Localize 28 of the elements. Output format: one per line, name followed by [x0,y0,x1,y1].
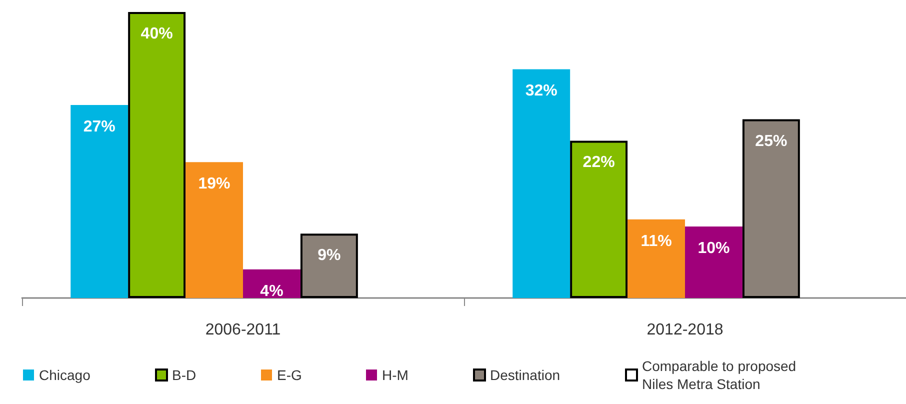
bar [128,12,186,298]
data-label: 19% [198,176,230,193]
x-tick-label: 2012-2018 [646,322,724,338]
bar [512,69,570,298]
legend-label: H-M [382,367,408,383]
bar [243,269,300,298]
legend-label: E-G [277,367,302,383]
bar [685,226,742,298]
data-label: 9% [318,247,341,264]
data-label: 11% [640,232,672,250]
data-label: 27% [83,118,116,136]
bar [742,119,800,298]
legend-label: Destination [490,367,560,383]
legend-label: Chicago [39,367,91,383]
bar [628,219,685,298]
x-tick-label: 2006-2011 [205,322,281,338]
data-label: 32% [525,82,558,100]
legend-label: B-D [172,367,196,383]
data-label: 40% [140,26,173,42]
data-label: 10% [698,240,730,257]
bar [300,234,358,298]
bar [570,140,628,298]
bar [70,104,128,298]
data-label: 25% [755,132,788,150]
bar [186,162,243,298]
data-label: 4% [260,282,284,300]
data-label: 22% [582,154,615,172]
legend-label: Comparable to proposed Niles Metra Station [642,358,800,392]
